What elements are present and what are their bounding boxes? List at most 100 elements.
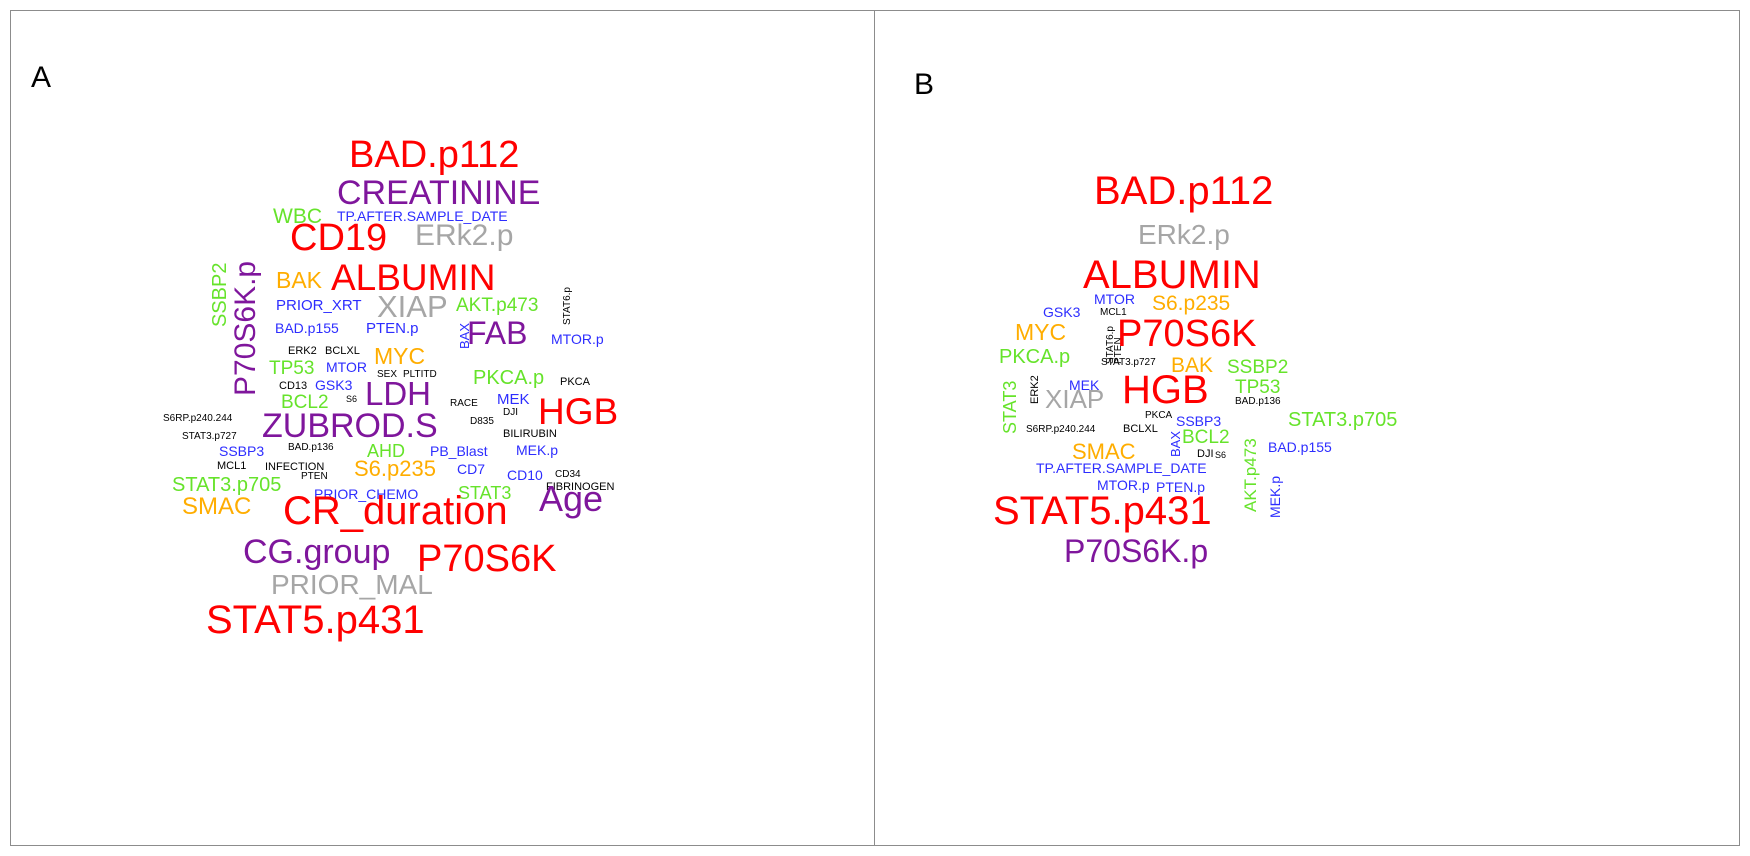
cloud-a-word: S6RP.p240.244 (163, 413, 233, 424)
cloud-a-word: WBC (273, 205, 322, 228)
cloud-b-word: MYC (1015, 319, 1067, 345)
cloud-b-word: MTOR.p (1097, 477, 1150, 493)
cloud-b-word: XIAP (1045, 384, 1105, 414)
cloud-a-word: ERk2.p (415, 219, 514, 252)
cloud-a-word: LDH (365, 375, 432, 412)
cloud-b-word: TP53 (1235, 377, 1281, 398)
panel-a-label: A (31, 61, 52, 94)
cloud-b-word: ERK2 (1029, 375, 1041, 404)
cloud-b-word: S6.p235 (1152, 292, 1231, 315)
cloud-a-word: S6 (346, 394, 358, 404)
cloud-a-word: MTOR.p (551, 331, 604, 347)
cloud-a-word: CD34 (555, 469, 581, 480)
cloud-a-word: PKCA (560, 376, 590, 388)
word-cloud-b: BAD.p112 ERk2.p ALBUMIN MTOR GSK3 MCL1 S6.p235… (875, 11, 1739, 845)
cloud-a-word: BAD.p136 (288, 442, 334, 453)
cloud-a-word: CD19 (290, 217, 388, 259)
cloud-a-word: CD13 (279, 380, 308, 392)
cloud-a-word: TP53 (269, 358, 315, 379)
cloud-a-word: CR_duration (283, 489, 508, 533)
cloud-a-word: RACE (450, 398, 478, 409)
cloud-b-word: SMAC (1072, 439, 1136, 464)
cloud-a-word: PRIOR_XRT (276, 297, 362, 314)
cloud-a-word: GSK3 (315, 377, 353, 393)
cloud-a-word: BAD.p155 (275, 320, 339, 336)
cloud-b-word: BAD.p155 (1268, 439, 1332, 455)
cloud-a-word: CD10 (507, 467, 543, 483)
cloud-a-word: CG.group (243, 533, 391, 571)
panel-b-label: B (914, 68, 935, 101)
cloud-a-word: CD7 (457, 461, 486, 477)
cloud-a-word: SEX (377, 369, 398, 380)
cloud-b-word: PTEN.p (1156, 479, 1206, 495)
cloud-a-word: ZUBROD.S (262, 407, 438, 445)
cloud-a-word: Age (539, 478, 604, 519)
cloud-a-word: MYC (374, 343, 426, 369)
cloud-b-word: PKCA (1145, 410, 1173, 421)
cloud-a-word: P70S6K.p (229, 260, 262, 396)
cloud-b-word: STAT5.p431 (993, 489, 1212, 533)
cloud-a-word: AHD (367, 441, 406, 461)
cloud-b-word: P70S6K.p (1064, 533, 1209, 569)
cloud-a-word: MCL1 (217, 460, 247, 472)
cloud-b-word: ALBUMIN (1083, 253, 1261, 297)
cloud-b-word: MEK (1069, 377, 1100, 393)
cloud-a-word: INFECTION (265, 461, 325, 473)
cloud-a-word: BAK (276, 267, 323, 293)
cloud-a-word: SSBP2 (209, 262, 231, 327)
cloud-a-word: XIAP (377, 289, 448, 324)
cloud-b-word: HGB (1122, 368, 1209, 412)
cloud-b-word: STAT3.p727 (1101, 357, 1156, 368)
cloud-b-word: S6 (1215, 450, 1227, 460)
panel-b: B BAD.p112 ERk2.p ALBUMIN MTOR GSK3 MCL1 S6.p2… (874, 10, 1740, 846)
cloud-b-word: MEK.p (1267, 475, 1283, 518)
cloud-a-word: STAT6.p (562, 287, 573, 325)
cloud-a-word: PTEN (301, 471, 328, 482)
cloud-a-word: DJI (503, 407, 518, 418)
cloud-a-word: SMAC (182, 493, 252, 520)
cloud-b-word: TP.AFTER.SAMPLE_DATE (1036, 460, 1207, 476)
cloud-b-word: STAT3.p705 (1288, 409, 1398, 431)
cloud-a-word: P70S6K (417, 538, 557, 580)
word-cloud-a: BAD.p112 CREATININE WBC TP.AFTER.SAMPLE_DAT… (11, 11, 874, 845)
cloud-a-word: ALBUMIN (331, 257, 496, 298)
cloud-a-word: PLTITD (403, 369, 437, 380)
cloud-a-word: STAT3 (458, 483, 512, 503)
cloud-a-word: PTEN.p (366, 320, 419, 337)
cloud-b-word: S6RP.p240.244 (1026, 424, 1096, 435)
cloud-a-word: SSBP3 (219, 443, 265, 459)
cloud-b-word: MCL1 (1100, 307, 1127, 318)
cloud-b-word: BAD.p112 (1094, 169, 1274, 213)
cloud-b-word: P70S6K (1117, 313, 1257, 355)
cloud-a-word: FAB (467, 315, 528, 351)
cloud-a-word: PRIOR_CHEMO (314, 486, 419, 502)
cloud-a-word: STAT3.p727 (182, 431, 237, 442)
cloud-b-word: BCLXL (1123, 423, 1158, 435)
cloud-a-word: STAT5.p431 (206, 598, 425, 642)
cloud-a-word: D835 (470, 416, 494, 427)
cloud-a-word: PKCA.p (473, 367, 545, 389)
cloud-b-word: SSBP3 (1176, 413, 1222, 429)
cloud-b-word: ERk2.p (1138, 219, 1230, 250)
cloud-a-word: PB_Blast (430, 443, 488, 459)
cloud-a-word: BCLXL (325, 345, 360, 357)
cloud-a-word: MEK.p (516, 442, 559, 458)
cloud-b-word: PKCA.p (999, 346, 1071, 368)
cloud-a-word: S6.p235 (354, 456, 436, 481)
cloud-b-word: GSK3 (1043, 304, 1081, 320)
cloud-a-word: ERK2 (288, 345, 317, 357)
cloud-a-word: BCL2 (281, 392, 329, 413)
cloud-b-word: BAD.p136 (1235, 396, 1281, 407)
cloud-a-word: BAD.p112 (349, 134, 520, 176)
cloud-a-word: CREATININE (337, 174, 541, 212)
cloud-b-word: AKT.p473 (1241, 438, 1260, 512)
cloud-a-word: PRIOR_MAL (271, 569, 433, 600)
cloud-a-word: AKT.p473 (456, 295, 539, 316)
cloud-a-word: TP.AFTER.SAMPLE_DATE (337, 208, 508, 224)
panel-a: A BAD.p112 CREATININE WBC TP.AFTER.SAMPLE_D… (10, 10, 875, 846)
cloud-b-word: SSBP2 (1227, 357, 1289, 378)
cloud-b-word: BAK (1171, 354, 1214, 377)
cloud-a-word: STAT3.p705 (172, 474, 282, 496)
cloud-b-word: STAT3 (1000, 380, 1020, 434)
cloud-b-word: BAX (1168, 430, 1183, 457)
